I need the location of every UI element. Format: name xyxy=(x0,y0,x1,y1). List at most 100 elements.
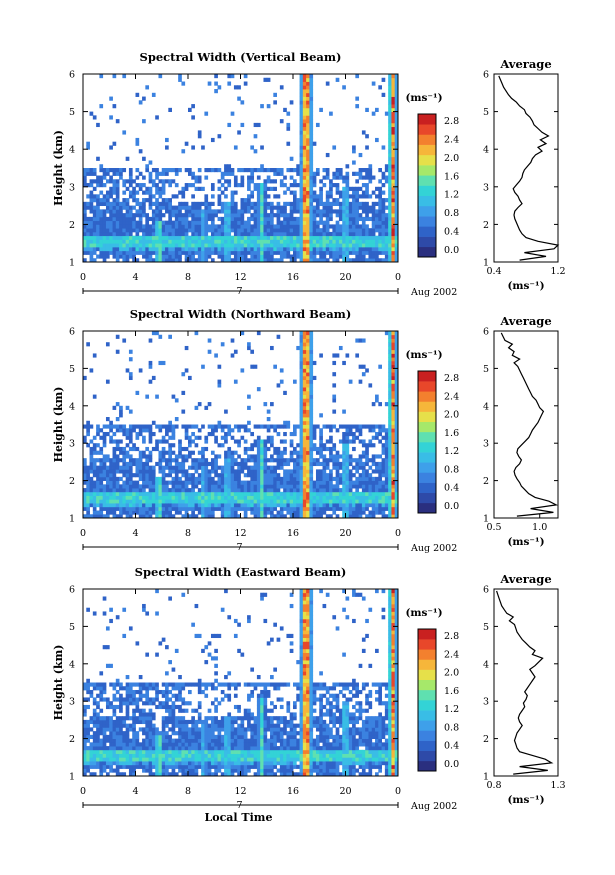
heatmap-cell xyxy=(99,514,104,519)
heatmap-cell xyxy=(145,764,150,769)
heatmap-cell xyxy=(319,179,323,184)
heatmap-cell xyxy=(276,495,281,500)
heatmap-cell xyxy=(309,126,314,131)
heatmap-cell xyxy=(391,375,396,381)
heatmap-cell xyxy=(306,74,310,79)
heatmap-cell xyxy=(329,476,333,481)
heatmap-cell xyxy=(306,360,310,366)
heatmap-cell xyxy=(384,224,389,229)
heatmap-cell xyxy=(112,216,117,222)
heatmap-cell xyxy=(391,514,396,519)
heatmap-cell xyxy=(355,201,360,206)
heatmap-cell xyxy=(132,235,136,240)
heatmap-cell xyxy=(260,239,264,244)
heatmap-cell xyxy=(276,224,281,229)
heatmap-cell xyxy=(122,761,127,766)
heatmap-cell xyxy=(394,375,399,381)
heatmap-cell xyxy=(335,246,340,252)
heatmap-cell xyxy=(332,198,337,203)
heatmap-cell xyxy=(92,738,97,743)
heatmap-cell xyxy=(178,258,182,263)
heatmap-cell xyxy=(312,514,317,519)
heatmap-cell xyxy=(263,198,268,203)
heatmap-cell xyxy=(306,338,310,343)
heatmap-cell xyxy=(302,190,307,195)
heatmap-cell xyxy=(115,484,120,489)
heatmap-cell xyxy=(128,179,133,184)
heatmap-cell xyxy=(256,503,261,508)
heatmap-cell xyxy=(96,503,100,508)
heatmap-cell xyxy=(227,81,232,86)
heatmap-cell xyxy=(283,220,287,225)
heatmap-cell xyxy=(119,772,123,777)
heatmap-cell xyxy=(276,171,281,176)
heatmap-cell xyxy=(368,231,373,237)
heatmap-cell xyxy=(105,243,110,248)
heatmap-cell xyxy=(266,104,271,109)
heatmap-cell xyxy=(158,428,163,433)
heatmap-cell xyxy=(184,368,189,373)
heatmap-cell xyxy=(348,209,353,214)
heatmap-cell xyxy=(122,258,127,263)
heatmap-cell xyxy=(220,239,225,244)
heatmap-cell xyxy=(283,488,287,493)
heatmap-cell xyxy=(89,231,94,237)
heatmap-cell xyxy=(214,250,218,255)
heatmap-cell xyxy=(388,402,392,407)
heatmap-cell xyxy=(165,250,169,255)
heatmap-cell xyxy=(391,250,396,255)
heatmap-cell xyxy=(125,484,130,489)
heatmap-cell xyxy=(325,171,330,176)
heatmap-cell xyxy=(368,243,373,248)
heatmap-cell xyxy=(204,205,209,210)
heatmap-cell xyxy=(355,465,360,470)
heatmap-cell xyxy=(227,254,232,259)
heatmap-cell xyxy=(381,205,386,210)
heatmap-cell xyxy=(388,465,392,470)
heatmap-cell xyxy=(371,503,376,508)
heatmap-cell xyxy=(345,469,350,474)
heatmap-cell xyxy=(89,243,94,248)
heatmap-cell xyxy=(217,506,222,511)
heatmap-cell xyxy=(92,115,97,120)
heatmap-cell xyxy=(361,495,366,500)
heatmap-cell xyxy=(247,220,251,225)
heatmap-cell xyxy=(237,480,241,485)
heatmap-cell xyxy=(142,719,146,725)
heatmap-cell xyxy=(306,224,310,229)
heatmap-cell xyxy=(122,224,127,229)
heatmap-cell xyxy=(381,469,386,474)
heatmap-cell xyxy=(188,107,192,112)
heatmap-cell xyxy=(299,194,304,199)
heatmap-cell xyxy=(105,250,110,255)
heatmap-cell xyxy=(174,228,179,233)
heatmap-cell xyxy=(306,514,310,519)
heatmap-cell xyxy=(92,246,97,252)
heatmap-cell xyxy=(266,77,271,82)
heatmap-cell xyxy=(135,734,140,739)
heatmap-cell xyxy=(83,228,87,233)
heatmap-cell xyxy=(119,235,123,240)
heatmap-cell xyxy=(112,712,117,717)
heatmap-cell xyxy=(391,119,396,124)
heatmap-cell xyxy=(224,205,228,210)
heatmap-cell xyxy=(125,491,130,496)
heatmap-cell xyxy=(125,473,130,478)
heatmap-cell xyxy=(135,764,140,769)
heatmap-cell xyxy=(168,201,172,206)
heatmap-cell xyxy=(378,495,382,500)
heatmap-cell xyxy=(168,488,172,493)
heatmap-cell xyxy=(89,179,94,184)
heatmap-cell xyxy=(171,246,176,252)
heatmap-cell xyxy=(329,194,333,199)
heatmap-cell xyxy=(227,491,232,496)
heatmap-cell xyxy=(191,171,195,176)
heatmap-cell xyxy=(109,510,113,515)
heatmap-cell xyxy=(302,164,307,169)
heatmap-cell xyxy=(391,198,396,203)
heatmap-cell xyxy=(345,480,350,485)
heatmap-cell xyxy=(306,469,310,474)
heatmap-cell xyxy=(102,645,107,650)
heatmap-cell xyxy=(201,235,205,240)
heatmap-cell xyxy=(233,258,238,263)
